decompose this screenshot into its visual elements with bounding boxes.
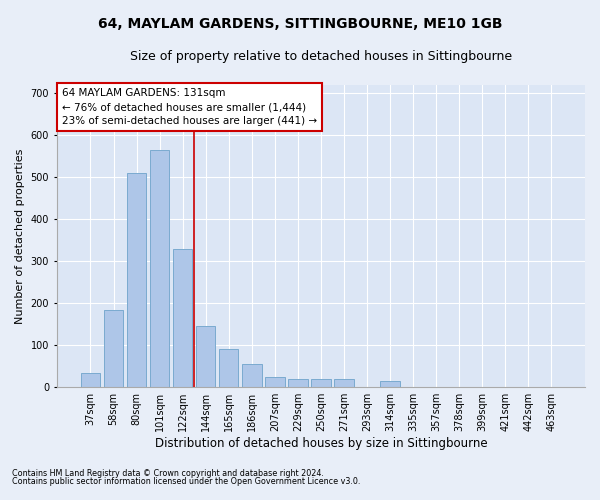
Bar xyxy=(196,326,215,387)
Bar xyxy=(127,173,146,387)
Bar xyxy=(104,310,124,387)
Text: Contains public sector information licensed under the Open Government Licence v3: Contains public sector information licen… xyxy=(12,477,361,486)
Y-axis label: Number of detached properties: Number of detached properties xyxy=(15,148,25,324)
Title: Size of property relative to detached houses in Sittingbourne: Size of property relative to detached ho… xyxy=(130,50,512,63)
Bar xyxy=(242,364,262,387)
Bar xyxy=(81,372,100,387)
Bar xyxy=(334,379,353,387)
Text: Contains HM Land Registry data © Crown copyright and database right 2024.: Contains HM Land Registry data © Crown c… xyxy=(12,468,324,477)
Bar xyxy=(219,350,238,387)
Text: 64, MAYLAM GARDENS, SITTINGBOURNE, ME10 1GB: 64, MAYLAM GARDENS, SITTINGBOURNE, ME10 … xyxy=(98,18,502,32)
Bar xyxy=(288,379,308,387)
Bar xyxy=(150,150,169,387)
Bar xyxy=(265,376,284,387)
Bar xyxy=(173,248,193,387)
Text: 64 MAYLAM GARDENS: 131sqm
← 76% of detached houses are smaller (1,444)
23% of se: 64 MAYLAM GARDENS: 131sqm ← 76% of detac… xyxy=(62,88,317,126)
X-axis label: Distribution of detached houses by size in Sittingbourne: Distribution of detached houses by size … xyxy=(155,437,487,450)
Bar xyxy=(380,381,400,387)
Bar xyxy=(311,379,331,387)
